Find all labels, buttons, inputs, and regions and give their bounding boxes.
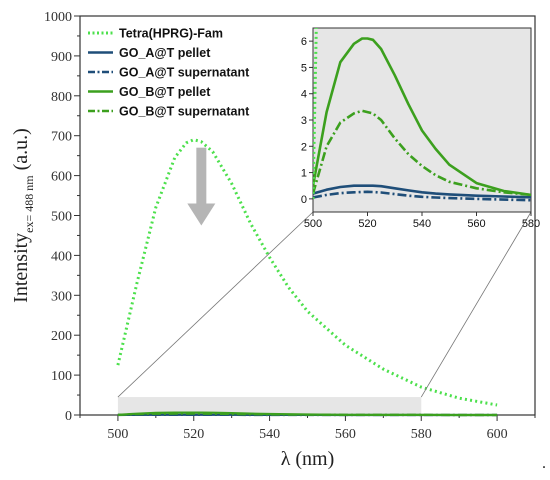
inset-y-tick-label: 1	[301, 168, 307, 180]
arrow-head	[187, 203, 216, 226]
y-axis-title: Intensityex= 488 nm (a.u.)	[10, 128, 36, 303]
inset-series-1	[313, 184, 531, 199]
y-tick-label: 1000	[44, 10, 72, 25]
inset-frame	[312, 27, 532, 213]
inset-y-tick-label: 4	[301, 89, 307, 101]
inset-x-tick-label: 580	[522, 218, 540, 230]
inset-series-group	[313, 28, 531, 202]
x-tick-label: 540	[259, 427, 280, 442]
trailing-dot: .	[542, 455, 546, 472]
main-series-4	[117, 412, 498, 417]
legend-label: GO_A@T pellet	[119, 46, 211, 60]
y-tick-label: 800	[51, 90, 72, 105]
y-tick-label: 600	[51, 170, 72, 185]
y-tick-label: 300	[51, 289, 72, 304]
inset-series-4	[313, 109, 531, 197]
x-tick-label: 600	[487, 427, 508, 442]
inset-x-tick-label: 540	[413, 218, 431, 230]
legend-label: GO_B@T supernatant	[119, 105, 250, 119]
y-tick-label: 0	[65, 409, 72, 424]
inset-y-tick-label: 6	[301, 36, 307, 48]
inset-y-tick-label: 3	[301, 115, 307, 127]
legend-label: Tetra(HPRG)-Fam	[119, 27, 223, 41]
inset-x-tick-label: 500	[304, 218, 322, 230]
inset-x-tick-label: 520	[358, 218, 376, 230]
x-tick-label: 520	[183, 427, 204, 442]
x-tick-label: 580	[411, 427, 432, 442]
y-tick-label: 700	[51, 130, 72, 145]
zoom-connector	[420, 211, 532, 398]
zoom-region	[117, 397, 422, 415]
y-tick-label: 900	[51, 50, 72, 65]
y-tick-label: 200	[51, 329, 72, 344]
y-tick-label: 500	[51, 210, 72, 225]
inset-y-tick-label: 0	[301, 194, 307, 206]
legend-label: GO_B@T pellet	[119, 85, 211, 99]
legend: Tetra(HPRG)-Fam GO_A@T pellet GO_A@T super…	[88, 27, 250, 119]
legend-label: GO_A@T supernatant	[119, 66, 250, 80]
main-plot: 500 520 540 560 580 6000100200300400500600700…	[10, 10, 536, 470]
inset-series-2	[313, 190, 531, 202]
x-axis-title: λ (nm)	[281, 448, 335, 470]
zoom-connector	[117, 211, 314, 398]
inset-plot: 500 520 540 560 580 0 1 2 3 4 5 6	[117, 27, 540, 398]
y-tick-label: 100	[51, 369, 72, 384]
x-tick-label: 560	[335, 427, 356, 442]
inset-y-tick-label: 5	[301, 62, 307, 74]
y-tick-label: 400	[51, 249, 72, 264]
inset-y-tick-label: 2	[301, 141, 307, 153]
x-tick-label: 500	[107, 427, 128, 442]
inset-series-0	[313, 28, 318, 199]
inset-x-tick-label: 560	[467, 218, 485, 230]
arrow-shaft	[196, 147, 207, 206]
